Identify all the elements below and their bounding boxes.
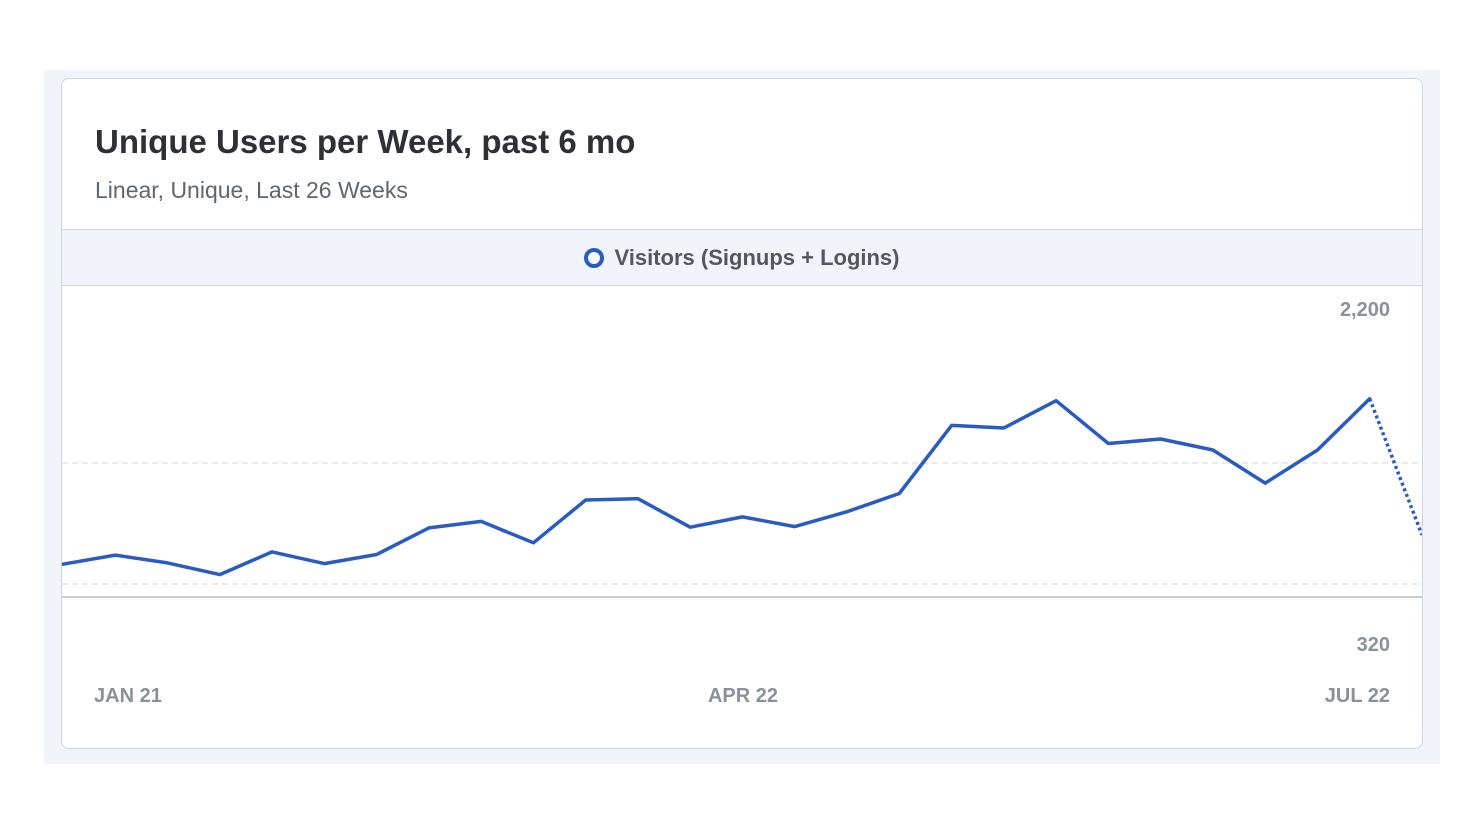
chart-card: Unique Users per Week, past 6 mo Linear,… (61, 78, 1423, 749)
legend-label: Visitors (Signups + Logins) (614, 244, 900, 270)
y-tick-label: 320 (1357, 634, 1390, 656)
series-line-visitors (62, 397, 1372, 577)
x-tick-label: APR 22 (708, 685, 778, 707)
x-tick-label: JUL 22 (1325, 685, 1390, 707)
x-tick-label: JAN 21 (94, 685, 162, 707)
label-layer: 2,200 320 JAN 21 APR 22 JUL 22 (94, 299, 1390, 707)
card-header: Unique Users per Week, past 6 mo Linear,… (62, 79, 1422, 230)
legend-item-visitors[interactable]: Visitors (Signups + Logins) (584, 244, 900, 271)
series-dot-icon (584, 247, 605, 268)
series-layer (62, 397, 1422, 577)
chart-subtitle: Linear, Unique, Last 26 Weeks (95, 177, 408, 203)
line-chart: 2,200 320 JAN 21 APR 22 JUL 22 (62, 299, 1422, 707)
legend-bar: Visitors (Signups + Logins) (62, 230, 1422, 286)
y-tick-label: 2,200 (1340, 299, 1390, 321)
chart-title: Unique Users per Week, past 6 mo (95, 123, 636, 160)
series-partial-segment (1368, 398, 1422, 536)
grid-layer (62, 462, 1422, 585)
